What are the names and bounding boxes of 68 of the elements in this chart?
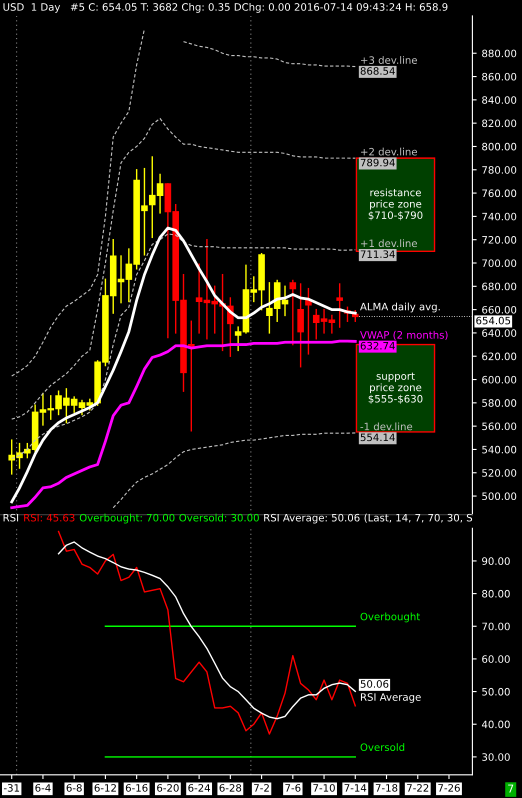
y-tick-label: 740.00 bbox=[482, 212, 516, 220]
x-tick-label: 6-8 bbox=[66, 784, 82, 792]
y-tick-label: 820.00 bbox=[482, 119, 516, 128]
y-tick-label: 30.00 bbox=[482, 753, 510, 761]
y-tick-label: 520.00 bbox=[482, 469, 516, 477]
x-tick-label: 6-24 bbox=[188, 784, 210, 792]
annotation: RSI: 45.63 bbox=[24, 514, 74, 522]
y-tick-label: 80.00 bbox=[482, 590, 510, 598]
annotation: 789.94 bbox=[360, 158, 395, 166]
y-tick-label: 840.00 bbox=[482, 96, 516, 104]
x-tick-label: 7-10 bbox=[313, 784, 335, 792]
annotation: Overbought: 70.00 bbox=[80, 514, 174, 524]
y-tick-label: 600.00 bbox=[482, 376, 516, 384]
y-tick-label: 700.00 bbox=[482, 259, 516, 267]
annotation: 654.05 bbox=[476, 316, 510, 324]
x-axis-title: 7 bbox=[508, 784, 514, 793]
y-tick-label: 90.00 bbox=[482, 557, 510, 565]
x-tick-label: 6-20 bbox=[157, 784, 179, 792]
band-label: resistance price zone $710-$790 bbox=[368, 188, 422, 220]
y-tick-label: 640.00 bbox=[482, 329, 516, 337]
annotation: Oversold: 30.00 bbox=[179, 514, 259, 522]
y-tick-label: 500.00 bbox=[482, 492, 516, 500]
x-tick-label: 7-6 bbox=[285, 784, 300, 792]
x-tick-label: 6-4 bbox=[35, 784, 51, 792]
annotation: 554.14 bbox=[360, 434, 395, 442]
y-tick-label: 860.00 bbox=[482, 72, 516, 81]
y-tick-label: 580.00 bbox=[482, 399, 516, 407]
y-tick-label: 880.00 bbox=[482, 50, 516, 58]
series-label: -1 dev.line bbox=[360, 422, 412, 430]
ref-line-label: Overbought bbox=[360, 612, 420, 622]
y-tick-label: 620.00 bbox=[482, 352, 516, 360]
x-tick-label: 7-2 bbox=[254, 784, 269, 792]
annotation: 868.54 bbox=[360, 67, 395, 75]
legend-label: RSI Average bbox=[360, 693, 421, 703]
y-tick-label: 720.00 bbox=[482, 236, 516, 244]
y-tick-label: 800.00 bbox=[482, 142, 516, 150]
y-tick-label: 40.00 bbox=[482, 720, 510, 728]
x-tick-label: 7-26 bbox=[438, 784, 460, 792]
annotation: (Last, 14, 7, 70, 30, S bbox=[364, 514, 472, 523]
series-label: +2 dev.line bbox=[361, 148, 418, 156]
ref-line-label: Oversold bbox=[360, 743, 404, 752]
annotation: 632.74 bbox=[360, 342, 395, 350]
series-label: +3 dev.line bbox=[361, 56, 418, 64]
chart-title: RSI bbox=[4, 514, 18, 522]
y-tick-label: 540.00 bbox=[482, 446, 516, 454]
series-label: VWAP (2 months) bbox=[360, 330, 448, 340]
y-tick-label: 560.00 bbox=[482, 422, 516, 430]
x-tick-label: 7-18 bbox=[376, 784, 398, 792]
annotation: RSI Average: 50.06 bbox=[264, 514, 360, 524]
annotation: 711.34 bbox=[360, 250, 395, 258]
band-label: support price zone $555-$630 bbox=[368, 372, 422, 404]
chart-title: USD 1 Day #5 C: 654.05 T: 3682 Chg: 0.35 DChg: 0.00 2016-07-14 09:43:24 H: 658.9 bbox=[3, 2, 448, 13]
x-tick-label: 6-12 bbox=[94, 784, 116, 792]
y-tick-label: 680.00 bbox=[482, 282, 516, 290]
series-label: ALMA daily avg. bbox=[360, 302, 440, 312]
y-tick-label: 760.00 bbox=[482, 189, 516, 198]
annotation: 50.06 bbox=[360, 680, 388, 688]
y-tick-label: 660.00 bbox=[482, 306, 516, 314]
y-tick-label: 60.00 bbox=[482, 655, 510, 663]
x-tick-label: 7-14 bbox=[344, 784, 366, 792]
x-tick-label: 7-22 bbox=[407, 784, 428, 792]
y-tick-label: 780.00 bbox=[482, 166, 516, 174]
y-tick-label: 70.00 bbox=[482, 622, 510, 630]
x-tick-label: -31 bbox=[4, 784, 20, 792]
y-tick-label: 50.00 bbox=[482, 688, 510, 696]
series-label: +1 dev.line bbox=[361, 239, 418, 248]
x-tick-label: 6-16 bbox=[126, 784, 148, 792]
x-tick-label: 6-28 bbox=[220, 784, 242, 792]
